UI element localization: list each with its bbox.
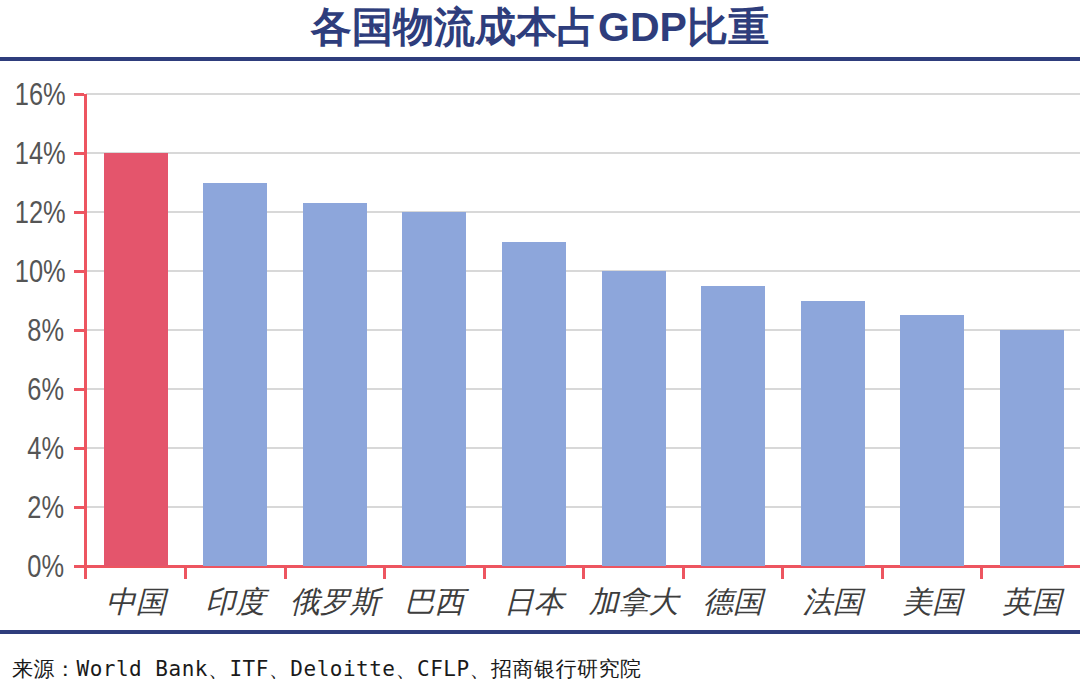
bar-chart: 0% 2% 4% 6% 8% 10% 12% 14% 16% 中国印度俄罗斯巴西日本加拿大德国法国… — [0, 0, 1080, 684]
y-axis-tick-4pct — [74, 447, 84, 450]
bar-中国 — [104, 153, 168, 566]
bar-俄罗斯 — [303, 203, 367, 566]
x-category-label-巴西: 巴西 — [384, 586, 484, 618]
y-axis-line — [84, 94, 87, 579]
bar-印度 — [203, 183, 267, 567]
x-category-label-德国: 德国 — [683, 586, 783, 618]
x-category-label-法国: 法国 — [783, 586, 883, 618]
y-tick-label-16%: 16% — [15, 79, 64, 110]
y-tick-label-4%: 4% — [15, 433, 64, 464]
x-category-label-中国: 中国 — [86, 586, 186, 618]
x-category-label-美国: 美国 — [882, 586, 982, 618]
y-axis-tick-2pct — [74, 506, 84, 509]
bar-美国 — [900, 315, 964, 566]
y-axis-tick-12pct — [74, 211, 84, 214]
x-axis-tick-1 — [184, 566, 187, 579]
bar-日本 — [502, 242, 566, 567]
gridline-16pct — [86, 93, 1080, 95]
x-axis-tick-7 — [781, 566, 784, 579]
y-tick-label-2%: 2% — [15, 492, 64, 523]
y-tick-label-0%: 0% — [15, 551, 64, 582]
x-axis-tick-9 — [980, 566, 983, 579]
gridline-14pct — [86, 152, 1080, 154]
y-tick-label-12%: 12% — [15, 197, 64, 228]
y-tick-label-8%: 8% — [15, 315, 64, 346]
y-tick-label-10%: 10% — [15, 256, 64, 287]
y-axis-tick-8pct — [74, 329, 84, 332]
bar-英国 — [1000, 330, 1064, 566]
y-axis-tick-16pct — [74, 93, 84, 96]
x-axis-tick-8 — [881, 566, 884, 579]
bar-加拿大 — [602, 271, 666, 566]
x-category-label-加拿大: 加拿大 — [584, 586, 684, 618]
footer-rule — [0, 630, 1080, 634]
x-axis-tick-5 — [582, 566, 585, 579]
y-tick-label-14%: 14% — [15, 138, 64, 169]
y-axis-tick-10pct — [74, 270, 84, 273]
y-tick-label-6%: 6% — [15, 374, 64, 405]
bar-巴西 — [402, 212, 466, 566]
x-category-label-英国: 英国 — [982, 586, 1080, 618]
x-axis-tick-4 — [483, 566, 486, 579]
x-axis-tick-6 — [682, 566, 685, 579]
source-note: 来源：World Bank、ITF、Deloitte、CFLP、招商银行研究院 — [12, 656, 642, 682]
x-category-label-印度: 印度 — [185, 586, 285, 618]
x-category-label-日本: 日本 — [484, 586, 584, 618]
page: 各国物流成本占GDP比重 0%2%4%6%8%10%12%14%16%中国印度俄… — [0, 0, 1080, 684]
y-axis-tick-6pct — [74, 388, 84, 391]
y-axis-tick-0pct — [74, 565, 84, 568]
y-axis-tick-14pct — [74, 152, 84, 155]
x-axis-tick-2 — [284, 566, 287, 579]
x-category-label-俄罗斯: 俄罗斯 — [285, 586, 385, 618]
bar-德国 — [701, 286, 765, 566]
x-axis-tick-3 — [383, 566, 386, 579]
bar-法国 — [801, 301, 865, 567]
